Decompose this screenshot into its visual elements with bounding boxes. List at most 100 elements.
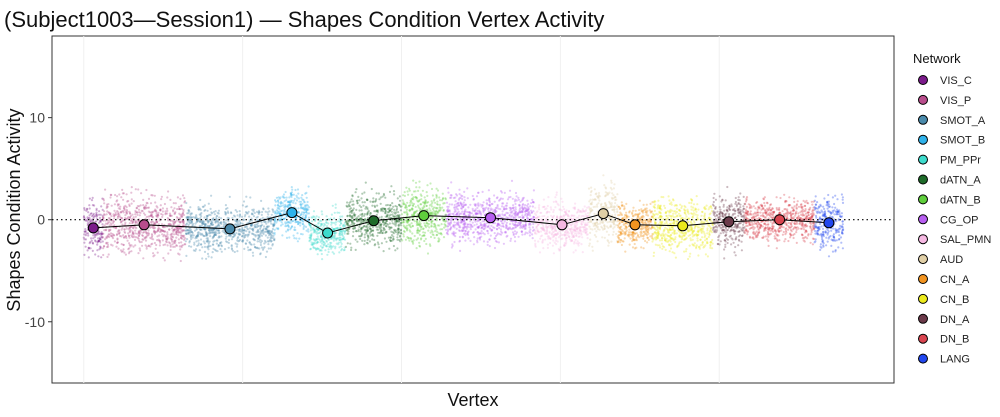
scatter-point: [130, 186, 133, 189]
scatter-point: [243, 228, 246, 231]
scatter-point: [197, 208, 200, 211]
scatter-point: [99, 219, 102, 222]
scatter-point: [124, 204, 127, 207]
scatter-point: [546, 225, 549, 228]
scatter-point: [144, 204, 148, 207]
scatter-point: [100, 234, 103, 237]
scatter-point: [283, 206, 286, 209]
scatter-point: [190, 230, 193, 233]
scatter-point: [217, 228, 220, 232]
scatter-point: [479, 203, 482, 206]
scatter-point: [359, 230, 362, 233]
scatter-point: [257, 211, 260, 214]
scatter-point: [237, 232, 240, 235]
scatter-point: [236, 214, 239, 217]
scatter-point: [627, 231, 631, 234]
scatter-point: [422, 231, 425, 234]
scatter-point: [83, 253, 86, 256]
scatter-point: [560, 197, 563, 200]
scatter-point: [301, 202, 304, 205]
scatter-point: [129, 212, 132, 215]
scatter-point: [205, 240, 208, 243]
scatter-point: [87, 246, 91, 249]
scatter-point: [552, 210, 555, 214]
scatter-point: [130, 250, 133, 253]
scatter-point: [192, 249, 195, 252]
scatter-point: [250, 224, 254, 227]
scatter-point: [223, 223, 226, 226]
scatter-point: [252, 238, 255, 241]
scatter-point: [180, 230, 184, 233]
scatter-point: [130, 191, 133, 194]
scatter-point: [179, 218, 182, 221]
scatter-point: [189, 219, 192, 222]
scatter-point: [499, 198, 502, 201]
scatter-point: [173, 222, 176, 225]
scatter-point: [266, 230, 270, 233]
scatter-point: [259, 253, 262, 256]
scatter-point: [217, 212, 220, 215]
scatter-point: [97, 213, 101, 216]
scatter-point: [170, 219, 173, 222]
scatter-point: [323, 242, 327, 245]
scatter-point: [626, 234, 629, 237]
scatter-point: [260, 229, 263, 233]
scatter-point: [535, 214, 538, 217]
scatter-point: [92, 234, 95, 237]
scatter-point: [422, 234, 425, 237]
scatter-point: [162, 243, 165, 247]
scatter-point: [94, 253, 97, 256]
scatter-point: [266, 226, 269, 229]
scatter-point: [363, 233, 366, 236]
scatter-point: [521, 226, 524, 229]
scatter-point: [253, 224, 256, 227]
scatter-point: [271, 244, 274, 247]
scatter-point: [124, 216, 127, 220]
scatter-point: [172, 202, 175, 205]
scatter-point: [284, 225, 287, 228]
scatter-point: [138, 211, 141, 214]
scatter-point: [161, 229, 164, 232]
scatter-point: [394, 224, 397, 227]
scatter-point: [183, 201, 186, 204]
scatter-point: [272, 232, 275, 235]
scatter-point: [542, 198, 546, 201]
scatter-point: [290, 226, 293, 230]
scatter-point: [116, 233, 119, 236]
scatter-point: [612, 187, 616, 190]
scatter-point: [199, 233, 202, 236]
scatter-point: [106, 255, 109, 258]
scatter-point: [250, 217, 253, 220]
scatter-point: [415, 210, 418, 213]
scatter-point: [159, 241, 162, 244]
scatter-point: [337, 241, 340, 244]
scatter-point: [376, 210, 379, 213]
scatter-point: [299, 203, 302, 206]
scatter-point: [125, 193, 128, 196]
scatter-point: [286, 224, 290, 227]
scatter-point: [99, 219, 102, 222]
scatter-point: [529, 214, 532, 217]
scatter-point: [297, 197, 300, 200]
scatter-point: [179, 230, 182, 233]
scatter-point: [535, 225, 538, 228]
scatter-point: [134, 188, 137, 191]
scatter-point: [466, 187, 469, 190]
scatter-point: [255, 210, 259, 213]
scatter-point: [538, 251, 542, 254]
scatter-point: [432, 199, 435, 202]
scatter-point: [252, 208, 255, 211]
scatter-point: [514, 202, 517, 206]
scatter-point: [205, 233, 208, 236]
scatter-point: [171, 240, 174, 243]
scatter-point: [603, 224, 606, 227]
scatter-point: [303, 224, 306, 227]
scatter-point: [265, 228, 268, 231]
scatter-point: [444, 228, 448, 231]
scatter-point: [297, 210, 300, 213]
scatter-point: [430, 205, 433, 208]
scatter-point: [100, 231, 103, 234]
scatter-point: [593, 227, 597, 230]
scatter-point: [555, 191, 558, 194]
scatter-point: [424, 237, 427, 240]
